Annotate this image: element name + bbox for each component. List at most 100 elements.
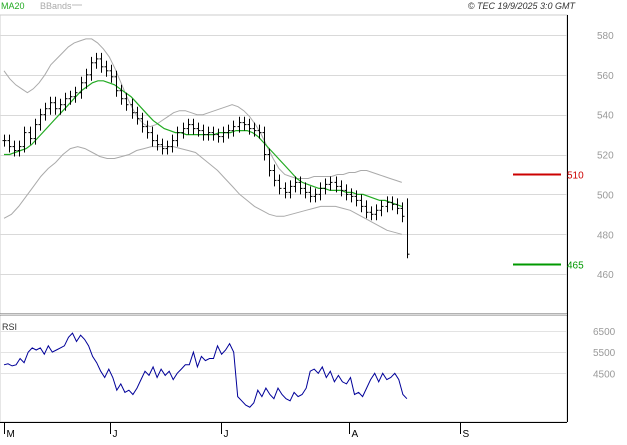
bollinger-bands xyxy=(3,38,402,235)
price-bar xyxy=(252,122,257,137)
rsi-line xyxy=(3,332,408,408)
price-bar xyxy=(334,176,339,193)
price-bar xyxy=(135,106,140,125)
ma20-legend-label: MA20 xyxy=(1,1,25,11)
x-tick-label: A xyxy=(352,429,359,440)
price-bar xyxy=(216,128,221,143)
price-bar xyxy=(395,198,400,215)
price-bar xyxy=(369,206,374,221)
price-bar xyxy=(109,64,114,83)
price-bar xyxy=(145,120,150,139)
price-tick-label: 460 xyxy=(597,270,614,281)
price-bar xyxy=(150,126,155,147)
price-bar xyxy=(170,134,175,153)
price-bar xyxy=(283,182,288,199)
price-bar xyxy=(339,180,344,197)
price-bar xyxy=(181,122,186,139)
price-bar xyxy=(318,182,323,201)
bbands-upper-line xyxy=(3,38,402,183)
price-bar xyxy=(267,148,272,177)
x-tick-label: S xyxy=(463,429,470,440)
price-bar xyxy=(79,76,84,99)
x-tick-label: J xyxy=(113,429,118,440)
price-bar xyxy=(17,140,22,157)
price-bar xyxy=(262,126,267,161)
price-bar xyxy=(58,98,63,115)
x-tick-label: J xyxy=(224,429,229,440)
price-bar xyxy=(140,112,145,133)
price-bar xyxy=(359,194,364,213)
rsi-tick-label: 6500 xyxy=(593,327,616,338)
price-bar xyxy=(328,176,333,191)
price-bar xyxy=(130,98,135,119)
level-marker-label-465: 465 xyxy=(567,261,584,272)
price-bar xyxy=(119,84,124,105)
price-bar xyxy=(191,118,196,135)
price-bar xyxy=(186,118,191,135)
price-bar xyxy=(272,164,277,187)
copyright-text: © TEC 19/9/2025 3:0 GMT xyxy=(468,1,577,11)
rsi-line-path xyxy=(3,332,408,408)
price-bar xyxy=(7,134,12,153)
price-bar xyxy=(22,126,27,153)
price-bar xyxy=(206,126,211,141)
bbands-lower-line xyxy=(3,146,402,235)
price-bar xyxy=(323,178,328,195)
price-bar xyxy=(68,90,73,105)
price-bar xyxy=(38,108,43,131)
price-bar xyxy=(308,186,313,203)
price-bar xyxy=(354,190,359,207)
level-markers: 510 465 xyxy=(513,171,584,272)
price-tick-label: 520 xyxy=(597,151,614,162)
price-bar xyxy=(231,120,236,137)
price-bar xyxy=(257,124,262,139)
price-bar xyxy=(12,140,17,157)
price-bar xyxy=(201,124,206,141)
price-tick-label: 480 xyxy=(597,230,614,241)
price-bar xyxy=(94,52,99,69)
level-marker-label-510: 510 xyxy=(567,171,584,182)
chart-header: MA20 BBands © TEC 19/9/2025 3:0 GMT RSI xyxy=(1,1,576,332)
price-bar xyxy=(349,188,354,203)
price-bar xyxy=(226,124,231,139)
price-bar xyxy=(237,116,242,133)
price-bar xyxy=(277,174,282,195)
price-bar xyxy=(288,180,293,199)
price-bar xyxy=(247,118,252,135)
price-bar xyxy=(175,126,180,147)
rsi-panel-border xyxy=(0,313,568,423)
price-bar xyxy=(43,102,48,121)
price-bar xyxy=(374,204,379,221)
rsi-panel-label: RSI xyxy=(2,322,17,332)
price-bar xyxy=(379,200,384,217)
price-bar xyxy=(48,96,53,115)
price-bar xyxy=(104,60,109,77)
price-bar xyxy=(84,68,89,89)
price-bar xyxy=(63,92,68,111)
price-tick-label: 540 xyxy=(597,111,614,122)
price-bar xyxy=(211,126,216,141)
price-tick-label: 500 xyxy=(597,190,614,201)
price-bar xyxy=(303,182,308,199)
price-bar xyxy=(2,134,7,147)
price-bar xyxy=(364,200,369,219)
ma20-line xyxy=(4,80,403,207)
ma20-line-path xyxy=(4,80,403,207)
price-bar xyxy=(221,126,226,143)
price-bar xyxy=(73,86,78,103)
price-bar xyxy=(196,122,201,137)
price-tick-label: 560 xyxy=(597,71,614,82)
bbands-legend-label: BBands xyxy=(40,1,72,11)
price-bar xyxy=(53,96,58,115)
price-bar xyxy=(298,176,303,195)
price-bar xyxy=(344,184,349,201)
price-bar xyxy=(89,56,94,81)
grid xyxy=(0,35,567,374)
price-bar xyxy=(155,134,160,151)
price-bar xyxy=(165,140,170,155)
price-bar xyxy=(400,202,405,223)
price-bar xyxy=(313,188,318,203)
price-bar xyxy=(124,92,129,111)
